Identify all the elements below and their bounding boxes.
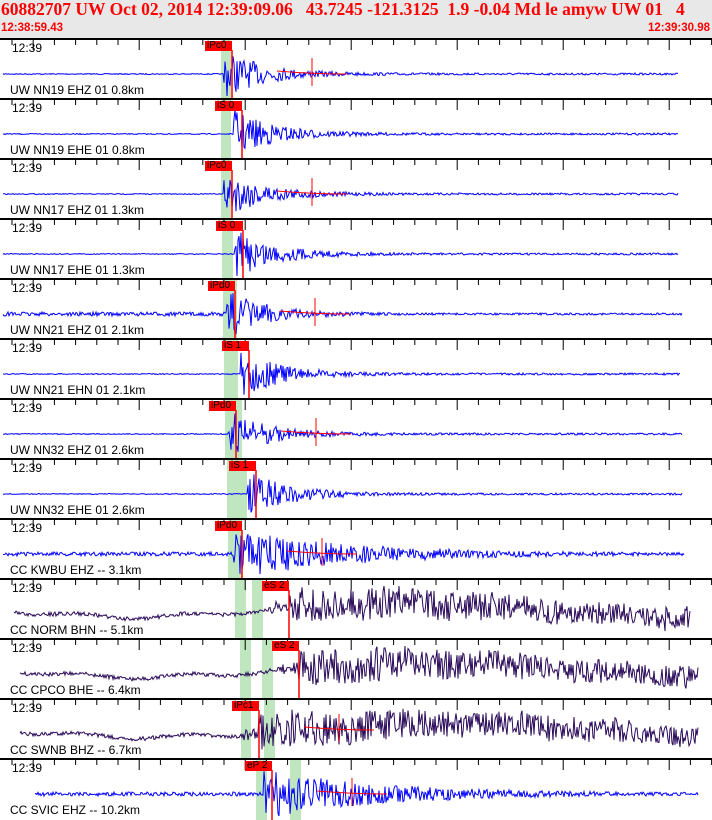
event-title: 60882707 UW Oct 02, 2014 12:39:09.06 43.… [1,0,685,19]
waveform-plot [3,160,712,220]
phase-pick-label[interactable]: iPd0 [215,521,242,531]
channel-label: UW NN21 EHZ 01 2.1km [10,323,145,337]
channel-label: UW NN32 EHZ 01 2.6km [10,443,145,457]
panel-time: 12:39 [12,521,43,535]
waveform-plot [2,220,712,280]
panel-time: 12:39 [12,161,43,175]
phase-pick-label[interactable]: iS 0 [216,221,243,231]
waveform-plot [2,520,712,580]
pick-window [221,160,231,220]
waveform-trace [3,352,681,395]
channel-label: CC SWNB BHZ -- 6.7km [10,743,142,757]
panel-time: 12:39 [12,341,43,355]
waveform-plot [11,580,712,640]
phase-pick-label[interactable]: iPd0 [208,281,235,291]
waveform-plot [11,700,712,760]
phase-pick-label[interactable]: iPc0 [205,161,232,171]
pick-window [221,100,231,160]
pick-window [235,580,246,640]
waveform-trace [19,708,699,750]
waveform-plot [3,340,712,400]
trace-panel[interactable]: 12:39 CC SVIC EHZ -- 10.2km eP 2 [0,758,712,820]
phase-pick-label[interactable]: eS 2 [272,641,299,651]
panel-time: 12:39 [12,101,43,115]
phase-pick-label[interactable]: iS 1 [229,461,256,471]
phase-pick-label[interactable]: iPc0 [205,41,232,51]
waveform-trace [2,109,679,150]
seismogram-panels: 12:39 UW NN19 EHZ 01 0.8km iPc0 12:39 UW NN1… [0,38,712,820]
trace-panel[interactable]: 12:39 UW NN17 EHE 01 1.3km iS 0 [0,218,712,280]
channel-label: UW NN17 EHZ 01 1.3km [10,203,145,217]
channel-label: UW NN17 EHE 01 1.3km [10,263,145,277]
channel-label: UW NN32 EHE 01 2.6km [10,503,145,517]
phase-pick-label[interactable]: iPd0 [209,401,236,411]
trace-panel[interactable]: 12:39 CC SWNB BHZ -- 6.7km iPc1 [0,698,712,760]
channel-label: UW NN21 EHN 01 2.1km [10,383,146,397]
channel-label: UW NN19 EHE 01 0.8km [10,143,145,157]
trace-panel[interactable]: 12:39 UW NN32 EHZ 01 2.6km iPd0 [0,398,712,460]
waveform-trace [2,293,683,335]
waveform-trace [34,771,699,817]
phase-pick-label[interactable]: eP 2 [245,761,272,771]
pick-window [290,760,301,820]
phase-pick-label[interactable]: iS 0 [215,101,242,111]
channel-label: CC SVIC EHZ -- 10.2km [10,803,141,817]
channel-label: CC KWBU EHZ -- 3.1km [10,563,142,577]
phase-pick-label[interactable]: iPc1 [232,701,259,711]
event-header: 60882707 UW Oct 02, 2014 12:39:09.06 43.… [0,0,712,38]
trace-panel[interactable]: 12:39 UW NN32 EHE 01 2.6km iS 1 [0,458,712,520]
panel-time: 12:39 [12,221,43,235]
panel-time: 12:39 [12,701,43,715]
panel-time: 12:39 [12,401,43,415]
panel-time: 12:39 [12,461,43,475]
waveform-trace [19,645,699,689]
pick-window [224,340,238,400]
trace-panel[interactable]: 12:39 UW NN21 EHN 01 2.1km iS 1 [0,338,712,400]
trace-panel[interactable]: 12:39 UW NN19 EHZ 01 0.8km iPc0 [0,38,712,100]
waveform-plot [2,100,712,160]
waveform-trace [2,474,683,513]
waveform-plot [2,280,712,340]
waveform-plot [2,400,712,460]
waveform-plot [11,640,712,700]
trace-panel[interactable]: 12:39 UW NN21 EHZ 01 2.1km iPd0 [0,278,712,340]
end-time: 12:39:30.98 [647,22,710,34]
panel-time: 12:39 [12,41,43,55]
phase-pick-label[interactable]: iS 1 [222,341,249,351]
waveform-trace [2,232,679,277]
panel-time: 12:39 [12,281,43,295]
pick-window [222,220,233,280]
waveform-plot [11,760,712,820]
trace-panel[interactable]: 12:39 CC KWBU EHZ -- 3.1km iPd0 [0,518,712,580]
waveform-trace [2,413,683,452]
trace-panel[interactable]: 12:39 UW NN17 EHZ 01 1.3km iPc0 [0,158,712,220]
trace-panel[interactable]: 12:39 CC CPCO BHE -- 6.4km eS 2 [0,638,712,700]
pick-window [252,580,263,640]
waveform-trace [2,533,685,575]
channel-label: CC CPCO BHE -- 6.4km [10,683,141,697]
waveform-trace [3,179,679,212]
pick-window [240,640,251,700]
channel-label: UW NN19 EHZ 01 0.8km [10,83,145,97]
pick-window [256,760,267,820]
start-time: 12:38:59.43 [1,22,64,34]
channel-label: CC NORM BHN -- 5.1km [10,623,144,637]
trace-panel[interactable]: 12:39 UW NN19 EHE 01 0.8km iS 0 [0,98,712,160]
panel-time: 12:39 [12,581,43,595]
panel-time: 12:39 [12,641,43,655]
pick-window [227,460,247,520]
trace-panel[interactable]: 12:39 CC NORM BHN -- 5.1km eS 2 [0,578,712,640]
phase-pick-label[interactable]: eS 2 [262,581,289,591]
waveform-trace [13,585,691,632]
pick-window [262,640,273,700]
pick-window [264,700,275,760]
panel-time: 12:39 [12,761,43,775]
